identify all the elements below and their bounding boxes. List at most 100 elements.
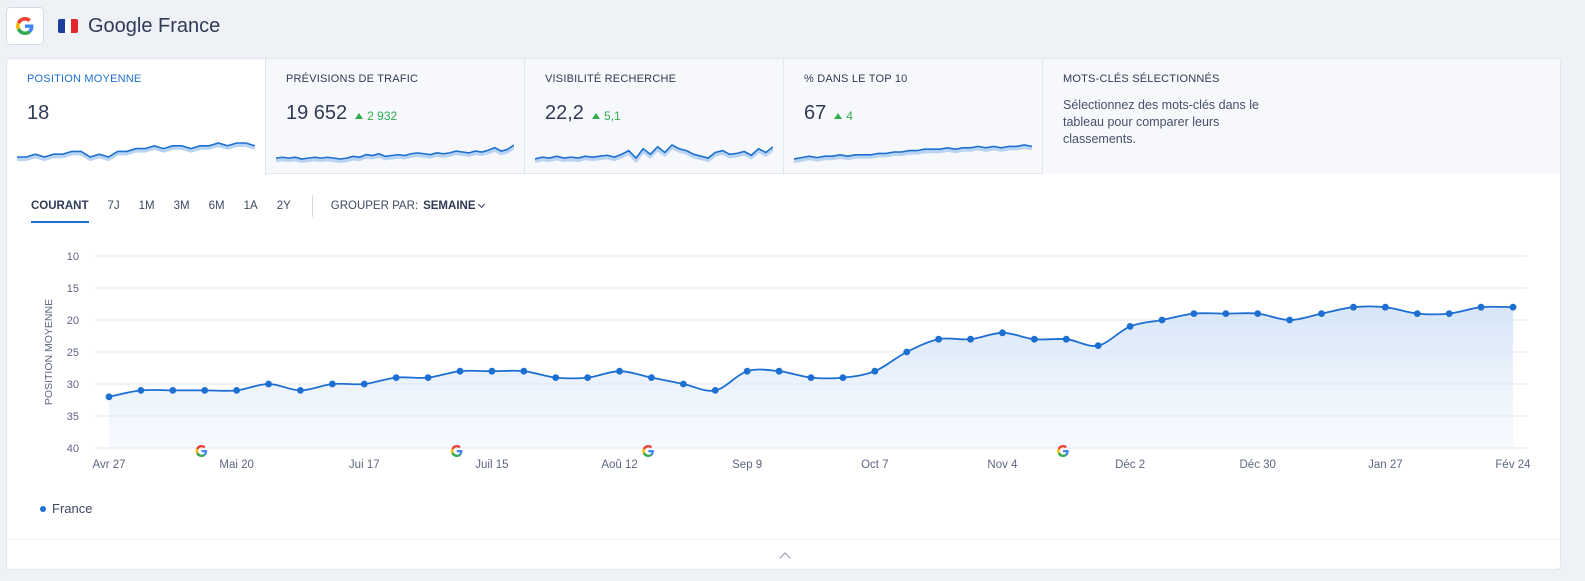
data-point — [1062, 335, 1070, 343]
card-title: POSITION MOYENNE — [27, 73, 142, 85]
sparkline-shadow — [276, 145, 514, 164]
sparkline-line — [17, 142, 255, 158]
x-tick-label: Jui 17 — [349, 459, 380, 471]
range-tab-1m[interactable]: 1M — [138, 200, 155, 212]
data-point — [1509, 303, 1517, 311]
group-by-label: GROUPER PAR: — [330, 200, 419, 212]
data-point — [839, 374, 847, 381]
data-point — [297, 387, 304, 394]
data-point — [775, 367, 783, 375]
y-tick-label: 40 — [67, 443, 79, 455]
data-point — [233, 387, 241, 394]
x-tick-label: Aoû 12 — [601, 459, 637, 471]
card-visibilite-recherche[interactable]: VISIBILITÉ RECHERCHE 22,2 5,1 — [525, 59, 784, 174]
card-value: 19 652 2 932 — [286, 102, 398, 124]
data-point — [1477, 303, 1485, 311]
position-chart: 10 15 20 25 30 35 40 POSITION MOYENNE Avr 27 Mai … — [43, 251, 1531, 471]
chart-toolbar: COURANT 7J 1M 3M 6M 1A 2Y GROUPER PAR: S… — [31, 189, 1531, 223]
y-tick-label: 30 — [67, 379, 79, 391]
data-point — [679, 380, 687, 388]
sparkline — [535, 144, 773, 164]
x-tick-label: Déc 2 — [1115, 459, 1145, 471]
data-point — [935, 335, 943, 343]
chevron-down-icon — [477, 200, 485, 209]
data-point — [903, 348, 911, 356]
data-point — [584, 374, 592, 381]
x-tick-label: Jan 27 — [1368, 459, 1403, 471]
google-update-marker-icon — [1057, 445, 1069, 457]
data-point — [520, 367, 528, 375]
data-point — [743, 367, 751, 375]
data-point — [265, 380, 272, 388]
data-point — [1222, 310, 1230, 317]
triangle-up-icon — [834, 113, 843, 119]
metric-cards: POSITION MOYENNE 18 PRÉVISIONS DE TRAFIC… — [7, 59, 1560, 175]
card-title: VISIBILITÉ RECHERCHE — [545, 73, 677, 85]
y-tick-label: 35 — [67, 411, 79, 423]
data-point — [1350, 303, 1357, 311]
data-point — [1413, 310, 1421, 317]
sparkline-line — [535, 144, 773, 160]
sparkline — [794, 144, 1032, 163]
data-point — [1030, 335, 1038, 343]
data-point — [999, 329, 1006, 337]
card-title: PRÉVISIONS DE TRAFIC — [286, 73, 419, 85]
data-point — [616, 367, 623, 375]
x-tick-label: Juil 15 — [475, 459, 508, 471]
triangle-up-icon — [355, 113, 364, 119]
range-tab-7j[interactable]: 7J — [107, 200, 120, 212]
data-point — [424, 374, 432, 381]
data-point — [807, 374, 815, 381]
card-description: Sélectionnez des mots-clés dans le table… — [1063, 98, 1259, 146]
range-tab-3m[interactable]: 3M — [173, 200, 190, 212]
data-point — [1126, 323, 1134, 330]
data-point — [456, 367, 464, 375]
card-value: 18 — [27, 102, 50, 124]
data-point — [169, 387, 177, 394]
chevron-up-icon[interactable] — [778, 551, 791, 564]
search-engine-button[interactable] — [6, 7, 44, 45]
data-point — [137, 387, 145, 394]
range-tab-1a[interactable]: 1A — [243, 200, 258, 212]
google-update-marker-icon — [450, 445, 463, 457]
y-tick-label: 15 — [67, 283, 79, 295]
data-point — [552, 374, 560, 381]
data-point — [1254, 310, 1262, 317]
sparkline — [17, 142, 255, 162]
chart-legend[interactable]: France — [40, 501, 92, 516]
x-tick-label: Déc 30 — [1240, 459, 1276, 471]
page-title: Google France — [88, 14, 221, 37]
data-point — [328, 380, 336, 388]
sparkline-line — [276, 144, 514, 160]
range-tab-6m[interactable]: 6M — [208, 200, 225, 212]
card-mots-cles: MOTS-CLÉS SÉLECTIONNÉS Sélectionnez des … — [1043, 59, 1560, 174]
sparkline-shadow — [17, 142, 255, 162]
card-title: % DANS LE TOP 10 — [804, 73, 908, 85]
range-tab-2y[interactable]: 2Y — [276, 200, 291, 212]
x-tick-label: Mai 20 — [219, 459, 254, 471]
card-position-moyenne[interactable]: POSITION MOYENNE 18 — [7, 59, 266, 175]
sparkline — [276, 144, 514, 164]
data-point — [392, 374, 400, 381]
card-title: MOTS-CLÉS SÉLECTIONNÉS — [1063, 73, 1220, 85]
area-fill — [109, 306, 1513, 448]
range-tab-courant[interactable]: COURANT — [31, 189, 89, 223]
data-point — [1286, 316, 1294, 324]
data-point — [201, 387, 209, 394]
card-previsions-trafic[interactable]: PRÉVISIONS DE TRAFIC 19 652 2 932 — [266, 59, 525, 174]
data-point — [1094, 342, 1102, 349]
card-top-10[interactable]: % DANS LE TOP 10 67 4 — [784, 59, 1043, 174]
delta-badge: 5,1 — [591, 109, 621, 123]
y-tick-label: 20 — [67, 315, 79, 327]
x-tick-label: Fév 24 — [1495, 459, 1531, 471]
card-value: 67 4 — [804, 102, 853, 124]
sparkline-line — [794, 144, 1032, 160]
legend-label: France — [52, 501, 93, 516]
x-tick-label: Oct 7 — [861, 459, 888, 471]
triangle-up-icon — [591, 113, 600, 119]
data-point — [648, 374, 655, 381]
group-by-dropdown[interactable]: SEMAINE — [423, 200, 485, 212]
data-point — [1381, 303, 1389, 311]
data-point — [1158, 316, 1166, 324]
data-point — [1445, 310, 1453, 317]
